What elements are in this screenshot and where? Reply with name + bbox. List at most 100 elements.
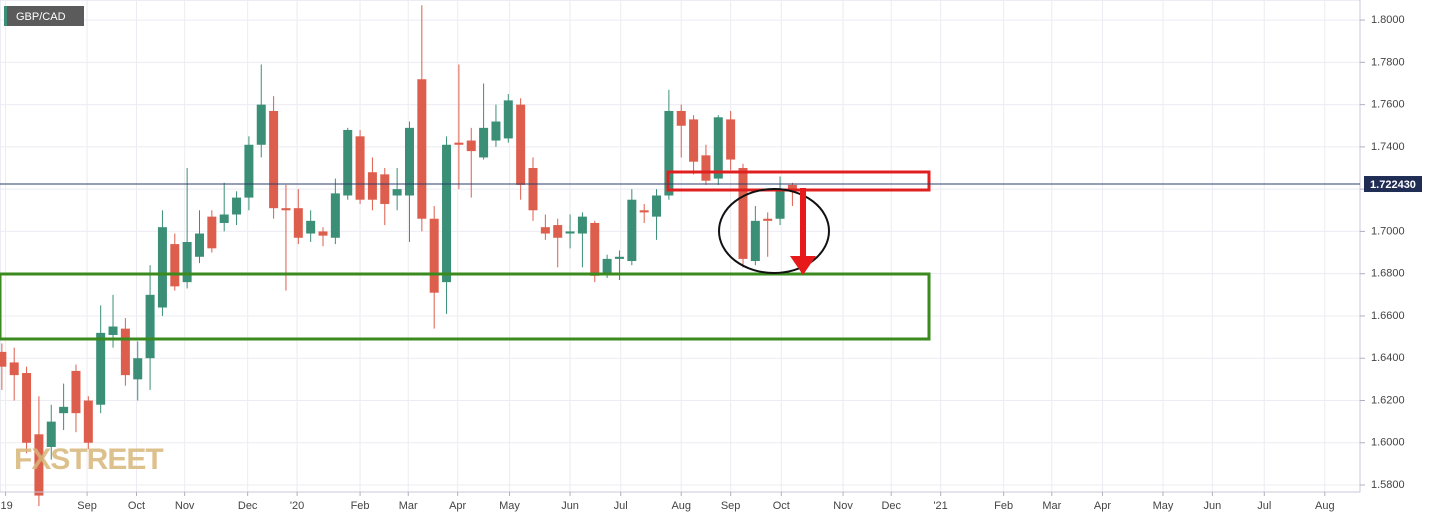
x-tick-label: Aug bbox=[1315, 500, 1335, 512]
y-tick-label: 1.7000 bbox=[1371, 225, 1405, 237]
candle-body bbox=[392, 189, 402, 196]
candle-body bbox=[343, 129, 353, 196]
arrow-head bbox=[790, 256, 816, 275]
candle-body bbox=[269, 110, 279, 209]
candle-body bbox=[318, 231, 328, 236]
x-tick-label: May bbox=[1153, 500, 1174, 512]
candle-body bbox=[83, 400, 93, 443]
y-tick-label: 1.8000 bbox=[1371, 14, 1405, 26]
candle-body bbox=[577, 216, 587, 234]
plot-area bbox=[0, 0, 1361, 493]
candle-body bbox=[590, 222, 600, 276]
candle-body bbox=[726, 119, 736, 160]
x-tick-label: Mar bbox=[399, 500, 418, 512]
candle-body bbox=[96, 332, 106, 405]
candle-body bbox=[639, 210, 649, 213]
candle-body bbox=[108, 326, 118, 335]
x-tick-label: Nov bbox=[175, 500, 195, 512]
candle-body bbox=[145, 294, 155, 359]
candle-body bbox=[194, 233, 204, 257]
x-tick-label: '20 bbox=[290, 500, 304, 512]
candle-body bbox=[738, 168, 748, 259]
candle-body bbox=[713, 117, 723, 179]
candle-body bbox=[256, 104, 266, 145]
candle-body bbox=[293, 208, 303, 238]
candle-body bbox=[503, 100, 513, 139]
y-tick-label: 1.6800 bbox=[1371, 268, 1405, 280]
candle-body bbox=[417, 79, 427, 219]
x-tick-label: Feb bbox=[994, 500, 1013, 512]
candle-body bbox=[367, 172, 377, 200]
candle-body bbox=[133, 358, 143, 380]
candle-body bbox=[0, 351, 7, 367]
chart-title: GBP/CAD bbox=[16, 11, 66, 23]
x-tick-label: May bbox=[499, 500, 520, 512]
watermark: FXSTREET bbox=[14, 443, 163, 476]
x-tick-label: Nov bbox=[833, 500, 853, 512]
x-tick-label: Jun bbox=[1204, 500, 1222, 512]
candle-body bbox=[34, 434, 44, 496]
candle-body bbox=[157, 227, 167, 308]
candle-body bbox=[627, 199, 637, 262]
candle-body bbox=[46, 421, 56, 447]
candle-body bbox=[207, 216, 217, 249]
y-tick-label: 1.6000 bbox=[1371, 437, 1405, 449]
candle-body bbox=[565, 231, 575, 234]
candle-body bbox=[281, 208, 291, 211]
y-tick-label: 1.5800 bbox=[1371, 479, 1405, 491]
candle-body bbox=[689, 119, 699, 162]
candle-body bbox=[22, 373, 32, 443]
candle-body bbox=[602, 258, 612, 274]
candle-body bbox=[9, 362, 19, 376]
y-tick-label: 1.7400 bbox=[1371, 141, 1405, 153]
candle-body bbox=[516, 104, 526, 185]
y-tick-label: 1.6400 bbox=[1371, 352, 1405, 364]
candle-body bbox=[330, 193, 340, 238]
candle-body bbox=[244, 144, 254, 198]
candle-body bbox=[701, 155, 711, 181]
candle-body bbox=[404, 127, 414, 196]
candle-body bbox=[306, 220, 316, 234]
last-price-badge bbox=[1364, 176, 1422, 193]
candle-body bbox=[528, 168, 538, 211]
candle-body bbox=[676, 110, 686, 126]
x-tick-label: Aug bbox=[671, 500, 691, 512]
candle-body bbox=[429, 218, 439, 293]
candle-body bbox=[442, 144, 452, 283]
highlight-circle bbox=[718, 188, 830, 274]
candle-body bbox=[219, 214, 229, 223]
candle-body bbox=[775, 189, 785, 219]
x-tick-label: Apr bbox=[1094, 500, 1111, 512]
axes: 1.5800 1.6000 1.6200 1.6400 1.6600 1.6800 1.70… bbox=[0, 14, 1422, 512]
candle-body bbox=[380, 174, 390, 204]
title-badge-accent bbox=[4, 6, 7, 26]
candle-body bbox=[540, 227, 550, 234]
candles bbox=[0, 5, 797, 507]
x-tick-label: Oct bbox=[128, 500, 145, 512]
candle-body bbox=[787, 184, 797, 192]
x-tick-label: '21 bbox=[933, 500, 947, 512]
x-tick-label: Sep bbox=[77, 500, 97, 512]
x-tick-label: Jul bbox=[1257, 500, 1271, 512]
x-tick-label: '19 bbox=[0, 500, 13, 512]
support-zone bbox=[0, 272, 931, 341]
x-tick-label: Dec bbox=[881, 500, 901, 512]
candle-body bbox=[652, 195, 662, 217]
candle-body bbox=[750, 220, 760, 262]
candle-body bbox=[120, 328, 130, 376]
candle-body bbox=[664, 110, 674, 196]
x-tick-label: Mar bbox=[1042, 500, 1061, 512]
candle-body bbox=[454, 142, 464, 145]
x-tick-label: Dec bbox=[238, 500, 258, 512]
candle-body bbox=[466, 140, 476, 152]
x-tick-label: Apr bbox=[449, 500, 466, 512]
y-tick-label: 1.7600 bbox=[1371, 99, 1405, 111]
candle-body bbox=[614, 256, 624, 259]
y-tick-label: 1.7800 bbox=[1371, 56, 1405, 68]
candle-body bbox=[479, 127, 489, 158]
candle-body bbox=[355, 136, 365, 200]
last-price-label: 1.722430 bbox=[1370, 179, 1416, 191]
title-badge bbox=[4, 6, 84, 26]
candle-body bbox=[491, 121, 501, 141]
